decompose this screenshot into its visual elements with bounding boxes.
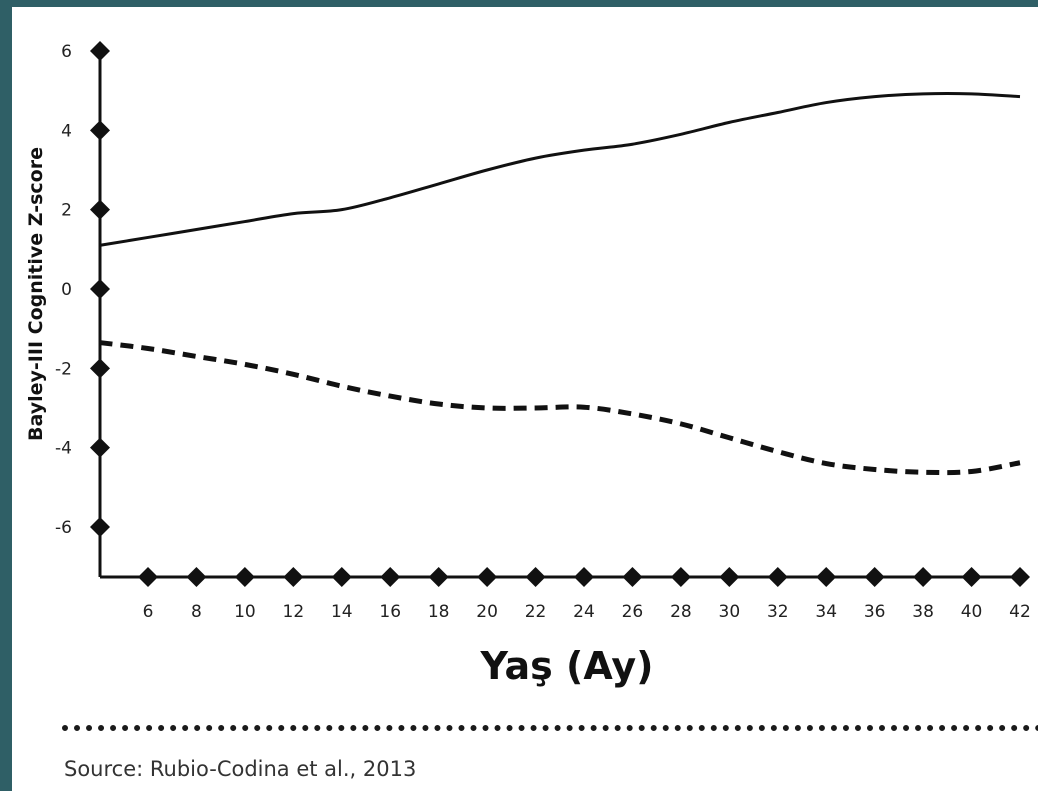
y-axis-title: Bayley-III Cognitive Z-score bbox=[25, 147, 47, 441]
x-tick-marker bbox=[525, 567, 546, 587]
x-tick-label: 28 bbox=[670, 602, 692, 622]
x-tick-label: 30 bbox=[719, 602, 741, 622]
x-tick-marker bbox=[961, 567, 982, 587]
x-tick-marker bbox=[331, 567, 352, 587]
x-tick-marker bbox=[670, 567, 691, 587]
x-tick-marker bbox=[719, 567, 740, 587]
y-tick-label: 0 bbox=[61, 280, 72, 300]
dotted-divider bbox=[62, 725, 1038, 731]
y-tick-marker bbox=[90, 517, 110, 537]
x-tick-label: 32 bbox=[767, 602, 789, 622]
source-caption: Source: Rubio-Codina et al., 2013 bbox=[64, 757, 417, 781]
x-tick-marker bbox=[186, 567, 207, 587]
x-tick-label: 40 bbox=[961, 602, 983, 622]
y-tick-label: -2 bbox=[55, 359, 72, 379]
x-tick-label: 10 bbox=[234, 602, 256, 622]
x-tick-label: 24 bbox=[573, 602, 595, 622]
y-tick-marker bbox=[90, 199, 110, 220]
x-tick-label: 34 bbox=[815, 602, 837, 622]
x-tick-label: 16 bbox=[379, 602, 401, 622]
y-tick-label: 4 bbox=[61, 121, 72, 141]
x-tick-label: 38 bbox=[912, 602, 934, 622]
x-tick-label: 26 bbox=[622, 602, 644, 622]
x-tick-label: 36 bbox=[864, 602, 886, 622]
x-axis-title: Yaş (Ay) bbox=[479, 644, 653, 688]
y-tick-label: 2 bbox=[61, 201, 72, 221]
x-tick-label: 18 bbox=[428, 602, 450, 622]
x-tick-label: 14 bbox=[331, 602, 353, 622]
y-tick-label: 6 bbox=[61, 42, 72, 62]
chart-panel: -6 -4 -2 0 2 4 6 6 8 10 12 14 16 18 20 22 24 26 28 30 32 34 36… bbox=[12, 7, 1038, 791]
x-tick-marker bbox=[1010, 567, 1030, 587]
y-tick-label: -6 bbox=[55, 518, 72, 538]
y-tick-marker bbox=[90, 120, 110, 141]
x-tick-marker bbox=[913, 567, 934, 587]
x-tick-marker bbox=[767, 567, 788, 587]
x-tick-marker bbox=[428, 567, 449, 587]
x-tick-marker bbox=[234, 567, 255, 587]
y-tick-label: -4 bbox=[55, 439, 72, 459]
dashed-series-line bbox=[99, 340, 1021, 476]
x-tick-marker bbox=[816, 567, 837, 587]
x-tick-marker bbox=[380, 567, 401, 587]
x-tick-marker bbox=[574, 567, 594, 587]
x-tick-label: 12 bbox=[283, 602, 305, 622]
x-tick-marker bbox=[477, 567, 498, 587]
x-tick-marker bbox=[864, 567, 885, 587]
y-tick-marker bbox=[90, 437, 110, 458]
x-tick-marker bbox=[622, 567, 643, 587]
x-tick-label: 20 bbox=[476, 602, 498, 622]
solid-series-line bbox=[99, 91, 1021, 247]
x-tick-label: 22 bbox=[525, 602, 547, 622]
y-tick-marker bbox=[90, 41, 110, 61]
x-tick-marker bbox=[138, 567, 158, 587]
y-tick-marker bbox=[90, 358, 110, 379]
x-tick-label: 8 bbox=[191, 602, 202, 622]
y-tick-marker bbox=[90, 279, 110, 299]
x-tick-label: 42 bbox=[1009, 602, 1031, 622]
x-tick-label: 6 bbox=[143, 602, 154, 622]
x-tick-marker bbox=[283, 567, 304, 587]
